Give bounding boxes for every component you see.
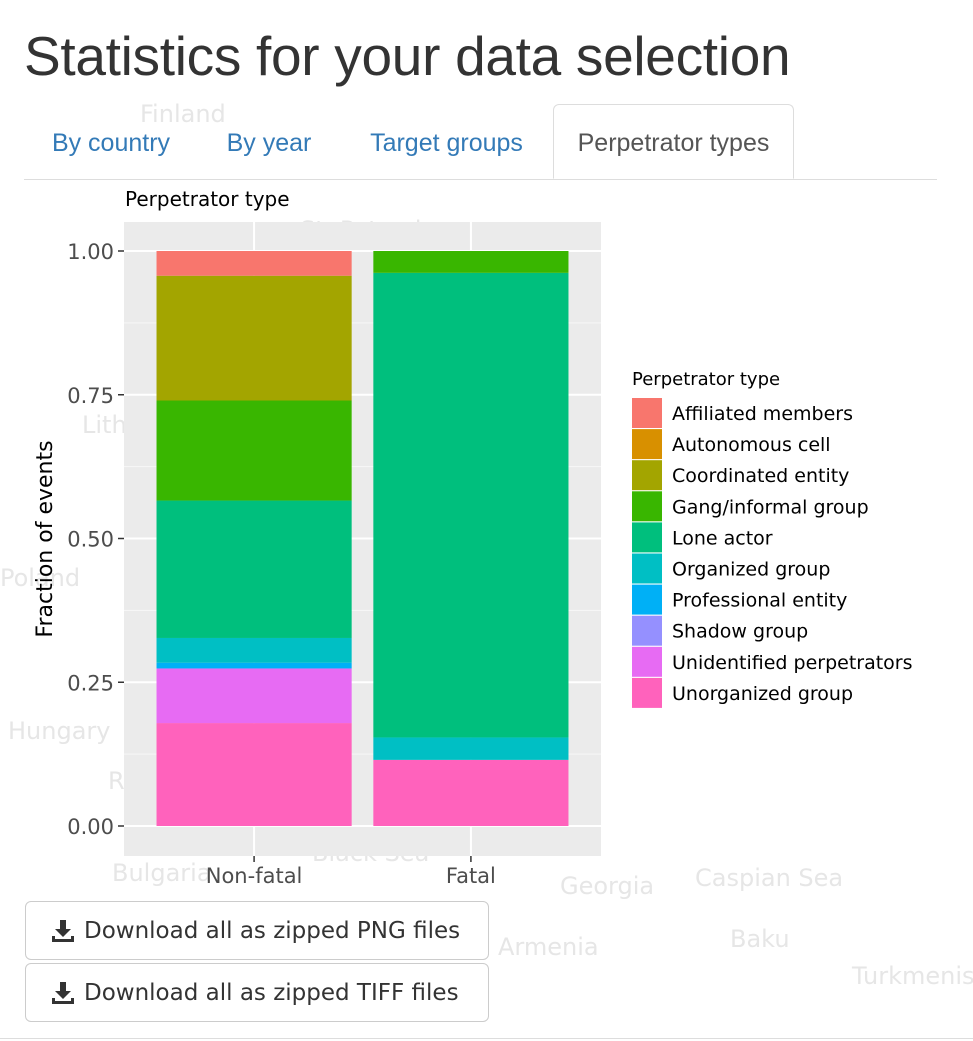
bar-segment (156, 275, 352, 401)
legend-label: Shadow group (672, 621, 808, 643)
y-tick-label: 0.50 (67, 528, 114, 552)
page-title: Statistics for your data selection (24, 25, 791, 87)
download-png-label: Download all as zipped PNG files (84, 917, 461, 944)
bottom-divider (0, 1038, 973, 1039)
y-tick-label: 1.00 (67, 240, 114, 264)
legend-label: Coordinated entity (672, 465, 849, 487)
legend-swatch (632, 584, 662, 615)
y-axis-label: Fraction of events (33, 440, 58, 637)
download-icon (52, 981, 74, 1004)
download-tiff-label: Download all as zipped TIFF files (84, 979, 459, 1006)
download-tiff-button[interactable]: Download all as zipped TIFF files (25, 963, 489, 1022)
x-axis: Non-fatal Fatal (206, 856, 496, 888)
legend-swatch (632, 646, 662, 677)
bar-segment (156, 668, 352, 724)
download-icon (52, 919, 74, 942)
legend-swatch (632, 615, 662, 646)
y-tick-label: 0.75 (67, 384, 114, 408)
legend-label: Organized group (672, 559, 830, 581)
legend-swatch (632, 677, 662, 708)
y-tick-label: 0.00 (67, 815, 114, 839)
legend-swatch (632, 398, 662, 428)
bar-segment (373, 251, 569, 273)
map-label: Baku (730, 925, 790, 953)
bar-segment (373, 759, 569, 826)
legend-label: Unorganized group (672, 683, 853, 705)
tab-target-groups[interactable]: Target groups (370, 129, 523, 157)
legend-swatch (632, 522, 662, 553)
bar-segment (156, 400, 352, 501)
tab-by-year[interactable]: By year (226, 129, 312, 157)
legend-label: Gang/informal group (672, 496, 869, 518)
legend-swatch (632, 491, 662, 522)
bar-segment (156, 500, 352, 638)
bar-segment (373, 272, 569, 738)
x-tick-label: Fatal (446, 864, 496, 888)
x-tick-label: Non-fatal (206, 864, 303, 888)
legend-swatch (632, 460, 662, 491)
bar-segment (156, 723, 352, 826)
y-axis: 0.00 0.25 0.50 0.75 1.00 (67, 240, 124, 839)
legend-label: Professional entity (672, 590, 847, 612)
chart-legend: Affiliated members Autonomous cell Coordin… (632, 398, 913, 708)
bar-segment (373, 737, 569, 760)
legend-label: Unidentified perpetrators (672, 652, 913, 674)
tab-perpetrator-types[interactable]: Perpetrator types (553, 104, 794, 179)
bar-segment (156, 637, 352, 663)
legend-label: Affiliated members (672, 403, 853, 425)
chart-subtitle: Perpetrator type (125, 187, 290, 211)
download-png-button[interactable]: Download all as zipped PNG files (25, 901, 489, 960)
legend-title: Perpetrator type (632, 369, 780, 390)
perpetrator-type-chart: Perpetrator type 0.00 0.25 0.50 0.75 1.00 No… (33, 187, 913, 888)
legend-label: Autonomous cell (672, 434, 831, 456)
tab-by-country[interactable]: By country (51, 129, 171, 157)
legend-swatch (632, 429, 662, 460)
map-label: Turkmenistan (851, 962, 973, 990)
legend-swatch (632, 553, 662, 584)
bar-segment (156, 251, 352, 276)
stacked-bars (156, 251, 569, 826)
map-label: Armenia (498, 933, 599, 961)
bar-segment (156, 662, 352, 669)
tab-bar: By country By year Target groups Perpetr… (24, 104, 937, 180)
legend-label: Lone actor (672, 527, 773, 549)
y-tick-label: 0.25 (67, 671, 114, 695)
